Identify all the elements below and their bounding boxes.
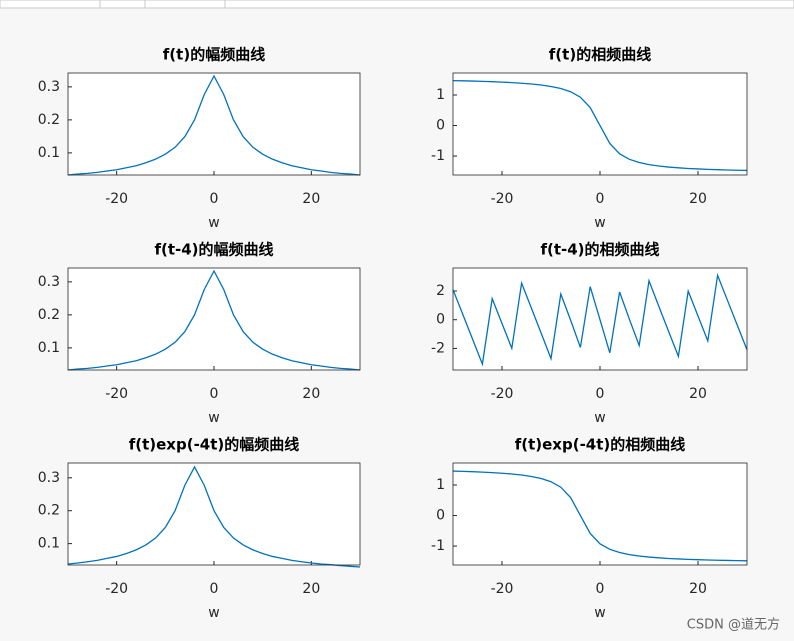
- axes-box: [452, 267, 748, 371]
- x-tick-label: -20: [105, 581, 128, 597]
- axes-box: [452, 462, 748, 566]
- x-tick-label: -20: [105, 191, 128, 207]
- line-series: [452, 79, 748, 172]
- x-tick-label: 0: [210, 581, 219, 597]
- x-axis-label: w: [208, 215, 219, 231]
- x-axis-label: w: [594, 215, 605, 231]
- y-tick-label: 0: [436, 508, 445, 524]
- axes-box: [67, 462, 361, 566]
- x-tick-label: 20: [302, 386, 320, 402]
- x-tick-label: -20: [491, 581, 514, 597]
- chart-title: f(t-4)的相频曲线: [540, 241, 659, 259]
- x-tick-label: -20: [491, 191, 514, 207]
- toolbar: [0, 0, 794, 9]
- axes-box: [67, 267, 361, 371]
- y-tick-label: 0.1: [38, 536, 60, 552]
- x-axis-label: w: [594, 410, 605, 426]
- x-axis-label: w: [594, 605, 605, 621]
- y-tick-label: -1: [431, 148, 445, 164]
- x-tick-label: -20: [105, 386, 128, 402]
- line-series: [452, 470, 748, 562]
- axes-background: [68, 73, 360, 175]
- x-tick-label: 20: [689, 386, 707, 402]
- chart-title: f(t-4)的幅频曲线: [154, 241, 273, 259]
- watermark: CSDN @道无方: [687, 617, 780, 633]
- line-series: [452, 272, 748, 367]
- y-tick-label: 0.2: [38, 112, 60, 128]
- x-tick-label: 0: [596, 191, 605, 207]
- axes-box: [67, 72, 361, 176]
- x-tick-label: 20: [302, 581, 320, 597]
- y-tick-label: 2: [436, 283, 445, 299]
- x-tick-label: 0: [210, 386, 219, 402]
- chart-title: f(t)exp(-4t)的幅频曲线: [129, 436, 300, 454]
- axes-box: [452, 72, 748, 176]
- y-tick-label: -1: [431, 538, 445, 554]
- x-tick-label: 0: [210, 191, 219, 207]
- y-tick-label: 0: [436, 312, 445, 328]
- y-tick-label: 1: [436, 477, 445, 493]
- y-tick-label: 0.2: [38, 503, 60, 519]
- line-series: [67, 74, 361, 176]
- line-series: [67, 465, 361, 568]
- x-tick-label: 20: [689, 191, 707, 207]
- y-tick-label: 0.3: [38, 470, 60, 486]
- line-series: [67, 269, 361, 371]
- chart-title: f(t)的幅频曲线: [163, 46, 265, 64]
- x-axis-label: w: [208, 605, 219, 621]
- y-tick-label: 0.1: [38, 145, 60, 161]
- y-tick-label: 0.2: [38, 307, 60, 323]
- x-tick-label: 0: [596, 386, 605, 402]
- y-tick-label: 0.3: [38, 274, 60, 290]
- axes-background: [68, 268, 360, 370]
- x-axis-label: w: [208, 410, 219, 426]
- axes-background: [68, 463, 360, 565]
- x-tick-label: -20: [491, 386, 514, 402]
- x-tick-label: 0: [596, 581, 605, 597]
- axes-background: [453, 73, 747, 175]
- y-tick-label: -2: [431, 340, 445, 356]
- x-tick-label: 20: [689, 581, 707, 597]
- axes-background: [453, 463, 747, 565]
- y-tick-label: 0: [436, 118, 445, 134]
- x-tick-label: 20: [302, 191, 320, 207]
- y-tick-label: 1: [436, 87, 445, 103]
- y-tick-label: 0.1: [38, 340, 60, 356]
- y-tick-label: 0.3: [38, 79, 60, 95]
- chart-title: f(t)exp(-4t)的相频曲线: [515, 436, 686, 454]
- chart-title: f(t)的相频曲线: [549, 46, 651, 64]
